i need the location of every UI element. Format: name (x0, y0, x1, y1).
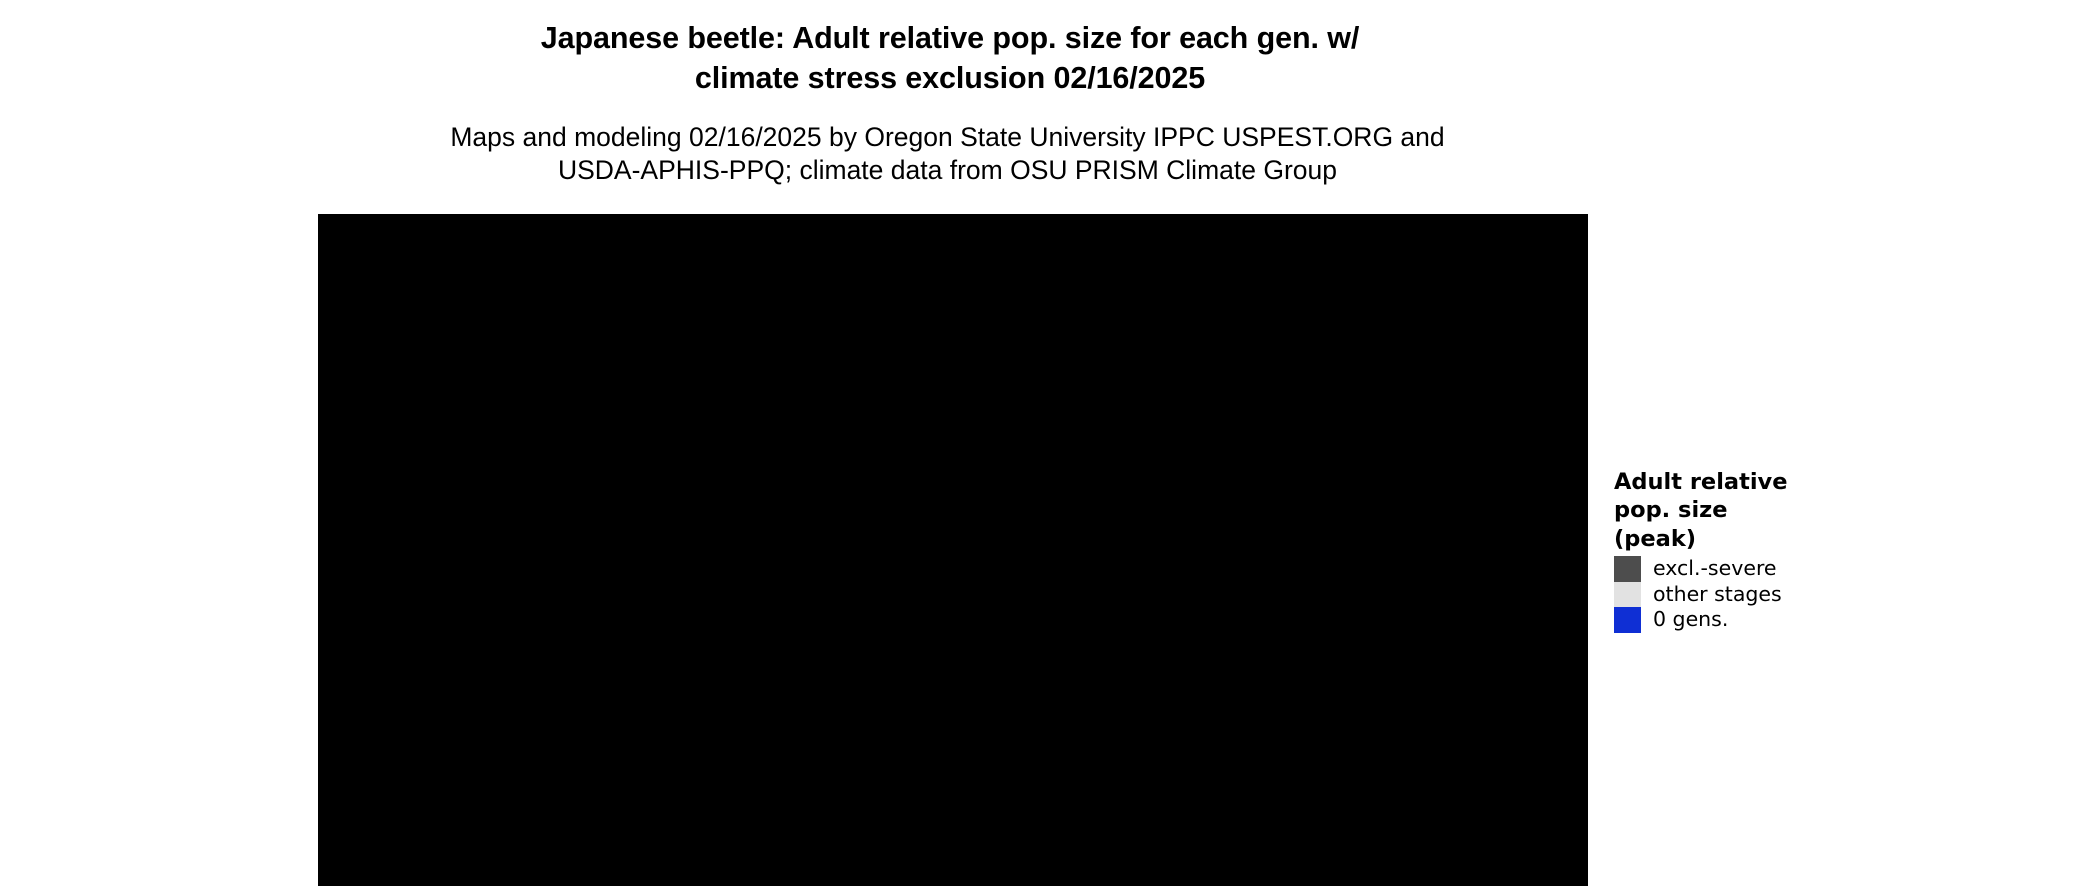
us-map-icon (318, 214, 1588, 886)
us-map (318, 214, 1588, 886)
legend-entries: excl.-severe other stages 0 gens. (1614, 555, 1914, 634)
state-polygons (329, 237, 1577, 886)
legend-swatch-other-stages (1614, 581, 1641, 608)
legend-label-excl-severe: excl.-severe (1653, 555, 1777, 580)
subtitle-line-2: USDA-APHIS-PPQ; climate data from OSU PR… (557, 155, 1337, 185)
legend-swatch-zero-gens (1614, 607, 1641, 634)
state-md (1288, 562, 1349, 620)
legend-swatch-excl-severe (1614, 555, 1641, 582)
legend-entry-excl-severe: excl.-severe (1614, 555, 1914, 582)
page-title: Japanese beetle: Adult relative pop. siz… (0, 18, 1900, 98)
legend-title-line-2: pop. size (1614, 497, 1728, 524)
title-line-2: climate stress exclusion 02/16/2025 (694, 61, 1206, 95)
legend-title: Adult relative pop. size (peak) (1614, 468, 1794, 553)
title-line-1: Japanese beetle: Adult relative pop. siz… (540, 21, 1360, 55)
legend-entry-zero-gens: 0 gens. (1614, 607, 1914, 634)
subtitle-line-1: Maps and modeling 02/16/2025 by Oregon S… (450, 122, 1445, 152)
legend: Adult relative pop. size (peak) excl.-se… (1614, 468, 1914, 634)
legend-label-zero-gens: 0 gens. (1653, 607, 1729, 632)
legend-label-other-stages: other stages (1653, 581, 1782, 606)
legend-title-line-3: (peak) (1614, 525, 1697, 552)
legend-title-line-1: Adult relative (1614, 469, 1788, 495)
subtitle: Maps and modeling 02/16/2025 by Oregon S… (0, 121, 1895, 187)
legend-entry-other-stages: other stages (1614, 581, 1914, 608)
